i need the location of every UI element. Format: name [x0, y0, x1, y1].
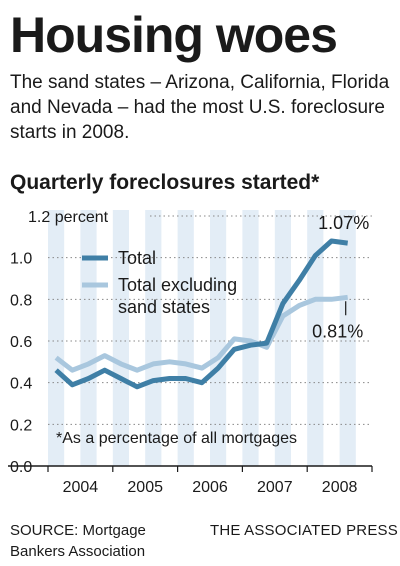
y-tick-label: 1.2 percent — [28, 209, 109, 226]
quarter-band — [112, 210, 129, 466]
y-tick-label: 0.2 — [10, 417, 32, 434]
x-tick-label: 2004 — [63, 479, 99, 496]
quarter-band — [145, 210, 162, 466]
x-tick-label: 2008 — [322, 479, 358, 496]
source-note: SOURCE: Mortgage Bankers Association — [10, 522, 146, 560]
headline: Housing woes — [10, 7, 338, 63]
quarter-band — [274, 210, 291, 466]
end-label-total: 1.07% — [318, 213, 369, 233]
legend-label-total: Total — [118, 248, 156, 268]
quarter-band — [210, 210, 227, 466]
y-tick-label: 0.8 — [10, 292, 32, 309]
credit-line: THE ASSOCIATED PRESS — [210, 522, 398, 539]
y-tick-label: 0.6 — [10, 334, 32, 351]
quarter-band — [48, 210, 65, 466]
x-tick-label: 2007 — [257, 479, 293, 496]
x-tick-label: 2006 — [192, 479, 228, 496]
quarter-band — [80, 210, 97, 466]
legend-label-excluding: sand states — [118, 297, 210, 317]
end-label-excluding: 0.81% — [312, 321, 363, 341]
y-tick-label: 1.0 — [10, 251, 32, 268]
quarter-band — [307, 210, 324, 466]
y-tick-label: 0.4 — [10, 376, 32, 393]
series-line-excluding — [54, 294, 349, 373]
y-axis-labels: 0.0 0.2 0.4 0.6 0.8 1.0 1.2 percent — [10, 209, 109, 476]
series-lines — [54, 238, 349, 390]
series-line-total — [54, 238, 349, 390]
quarter-band — [177, 210, 194, 466]
intro-text: The sand states – Arizona, California, F… — [10, 72, 390, 143]
chart-footnote: *As a percentage of all mortgages — [56, 430, 297, 447]
quarter-band — [242, 210, 259, 466]
end-value-labels: 1.07% 0.81% — [312, 213, 369, 341]
x-tick-label: 2005 — [127, 479, 163, 496]
quarter-band — [339, 210, 356, 466]
x-axis-ticks — [47, 466, 373, 472]
y-tick-label: 0.0 — [10, 459, 32, 476]
x-axis-labels: 2004 2005 2006 2007 2008 — [63, 479, 358, 496]
chart-title: Quarterly foreclosures started* — [10, 171, 320, 194]
year-bands — [48, 210, 356, 466]
legend-label-excluding: Total excluding — [118, 275, 237, 295]
foreclosure-line-chart: 0.00.20.40.60.81.01.2 percent 2004 2005 20… — [8, 209, 373, 496]
